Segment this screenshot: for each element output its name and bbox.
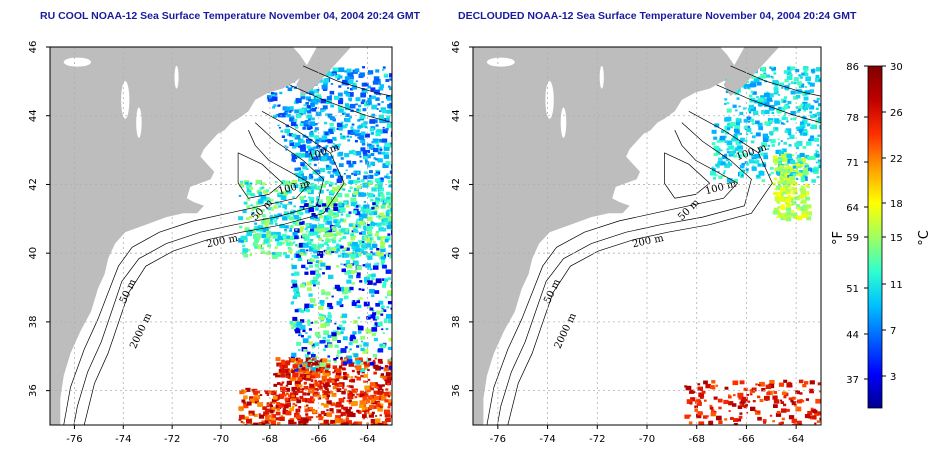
lat-tick-label: 36: [451, 384, 462, 397]
lake: [560, 107, 567, 138]
fahrenheit-tick-label: 71: [846, 158, 859, 169]
lat-lon-grid: [50, 47, 392, 425]
lon-tick-label: -74: [115, 434, 131, 445]
nova-scotia-land: [723, 47, 780, 97]
fahrenheit-tick-label: 78: [846, 113, 859, 124]
lat-tick-label: 38: [451, 316, 462, 329]
lake: [63, 57, 92, 67]
land-mass: [50, 47, 310, 425]
lon-tick-label: -64: [359, 434, 375, 445]
lon-tick-label: -66: [738, 434, 754, 445]
lake: [486, 57, 515, 67]
bathymetry-contours: [486, 65, 821, 425]
lon-tick-label: -70: [639, 434, 655, 445]
lon-tick-label: -64: [788, 434, 804, 445]
lake: [599, 65, 604, 89]
fahrenheit-tick-label: 59: [846, 233, 859, 244]
lat-lon-grid: [473, 47, 821, 425]
fahrenheit-unit-label: °F: [831, 231, 846, 245]
celsius-tick-label: 26: [890, 108, 903, 119]
sst-pixel-field: [238, 66, 392, 425]
celsius-tick-label: 3: [890, 372, 896, 383]
lat-tick-label: 46: [28, 41, 39, 54]
colorbar-scale: [867, 65, 883, 409]
fahrenheit-tick-label: 37: [846, 375, 859, 386]
lon-tick-label: -76: [490, 434, 506, 445]
lat-tick-label: 40: [28, 247, 39, 260]
sst-pixel-field: [684, 66, 821, 425]
bathymetry-contours: [63, 65, 392, 425]
celsius-tick-label: 30: [890, 62, 903, 73]
lon-tick-label: -74: [539, 434, 555, 445]
lake: [174, 65, 179, 89]
celsius-unit-label: °C: [917, 230, 932, 246]
lon-tick-label: -70: [213, 434, 229, 445]
left-map-title: RU COOL NOAA-12 Sea Surface Temperature …: [40, 10, 421, 22]
lat-tick-label: 38: [28, 316, 39, 329]
lon-tick-label: -72: [589, 434, 605, 445]
fahrenheit-tick-label: 86: [846, 62, 859, 73]
land-mass: [473, 47, 738, 425]
celsius-tick-label: 11: [890, 280, 903, 291]
celsius-tick-label: 22: [890, 154, 903, 165]
lat-tick-label: 42: [451, 178, 462, 191]
axis-ticks: -76 -74 -72 -70 -68 -66 -64 36 38 40 42 44 46: [28, 41, 376, 445]
lon-tick-label: -76: [66, 434, 82, 445]
lat-tick-label: 36: [28, 384, 39, 397]
nova-scotia-land: [296, 47, 351, 97]
lon-tick-label: -68: [262, 434, 278, 445]
fahrenheit-tick-label: 44: [846, 330, 859, 341]
celsius-tick-label: 18: [890, 199, 903, 210]
lat-tick-label: 44: [28, 109, 39, 122]
lat-tick-label: 46: [451, 41, 462, 54]
lake: [545, 81, 554, 119]
axis-ticks: -76 -74 -72 -70 -68 -66 -64 36 38 40 42 44 46: [451, 41, 804, 445]
lon-tick-label: -66: [311, 434, 327, 445]
right-map-title: DECLOUDED NOAA-12 Sea Surface Temperatur…: [458, 10, 857, 22]
celsius-tick-label: 7: [890, 326, 896, 337]
celsius-tick-label: 15: [890, 233, 903, 244]
lat-tick-label: 40: [451, 247, 462, 260]
lat-tick-label: 42: [28, 178, 39, 191]
lon-tick-label: -72: [164, 434, 180, 445]
fahrenheit-tick-label: 64: [846, 203, 859, 214]
lake: [121, 81, 130, 119]
fahrenheit-tick-label: 51: [846, 284, 859, 295]
lake: [136, 107, 142, 138]
lat-tick-label: 44: [451, 109, 462, 122]
temperature-colorbar: 86 78 71 64 59 51 44 37 30 26 22 18 15 11 7 3 °F °C: [831, 62, 932, 409]
lon-tick-label: -68: [689, 434, 705, 445]
